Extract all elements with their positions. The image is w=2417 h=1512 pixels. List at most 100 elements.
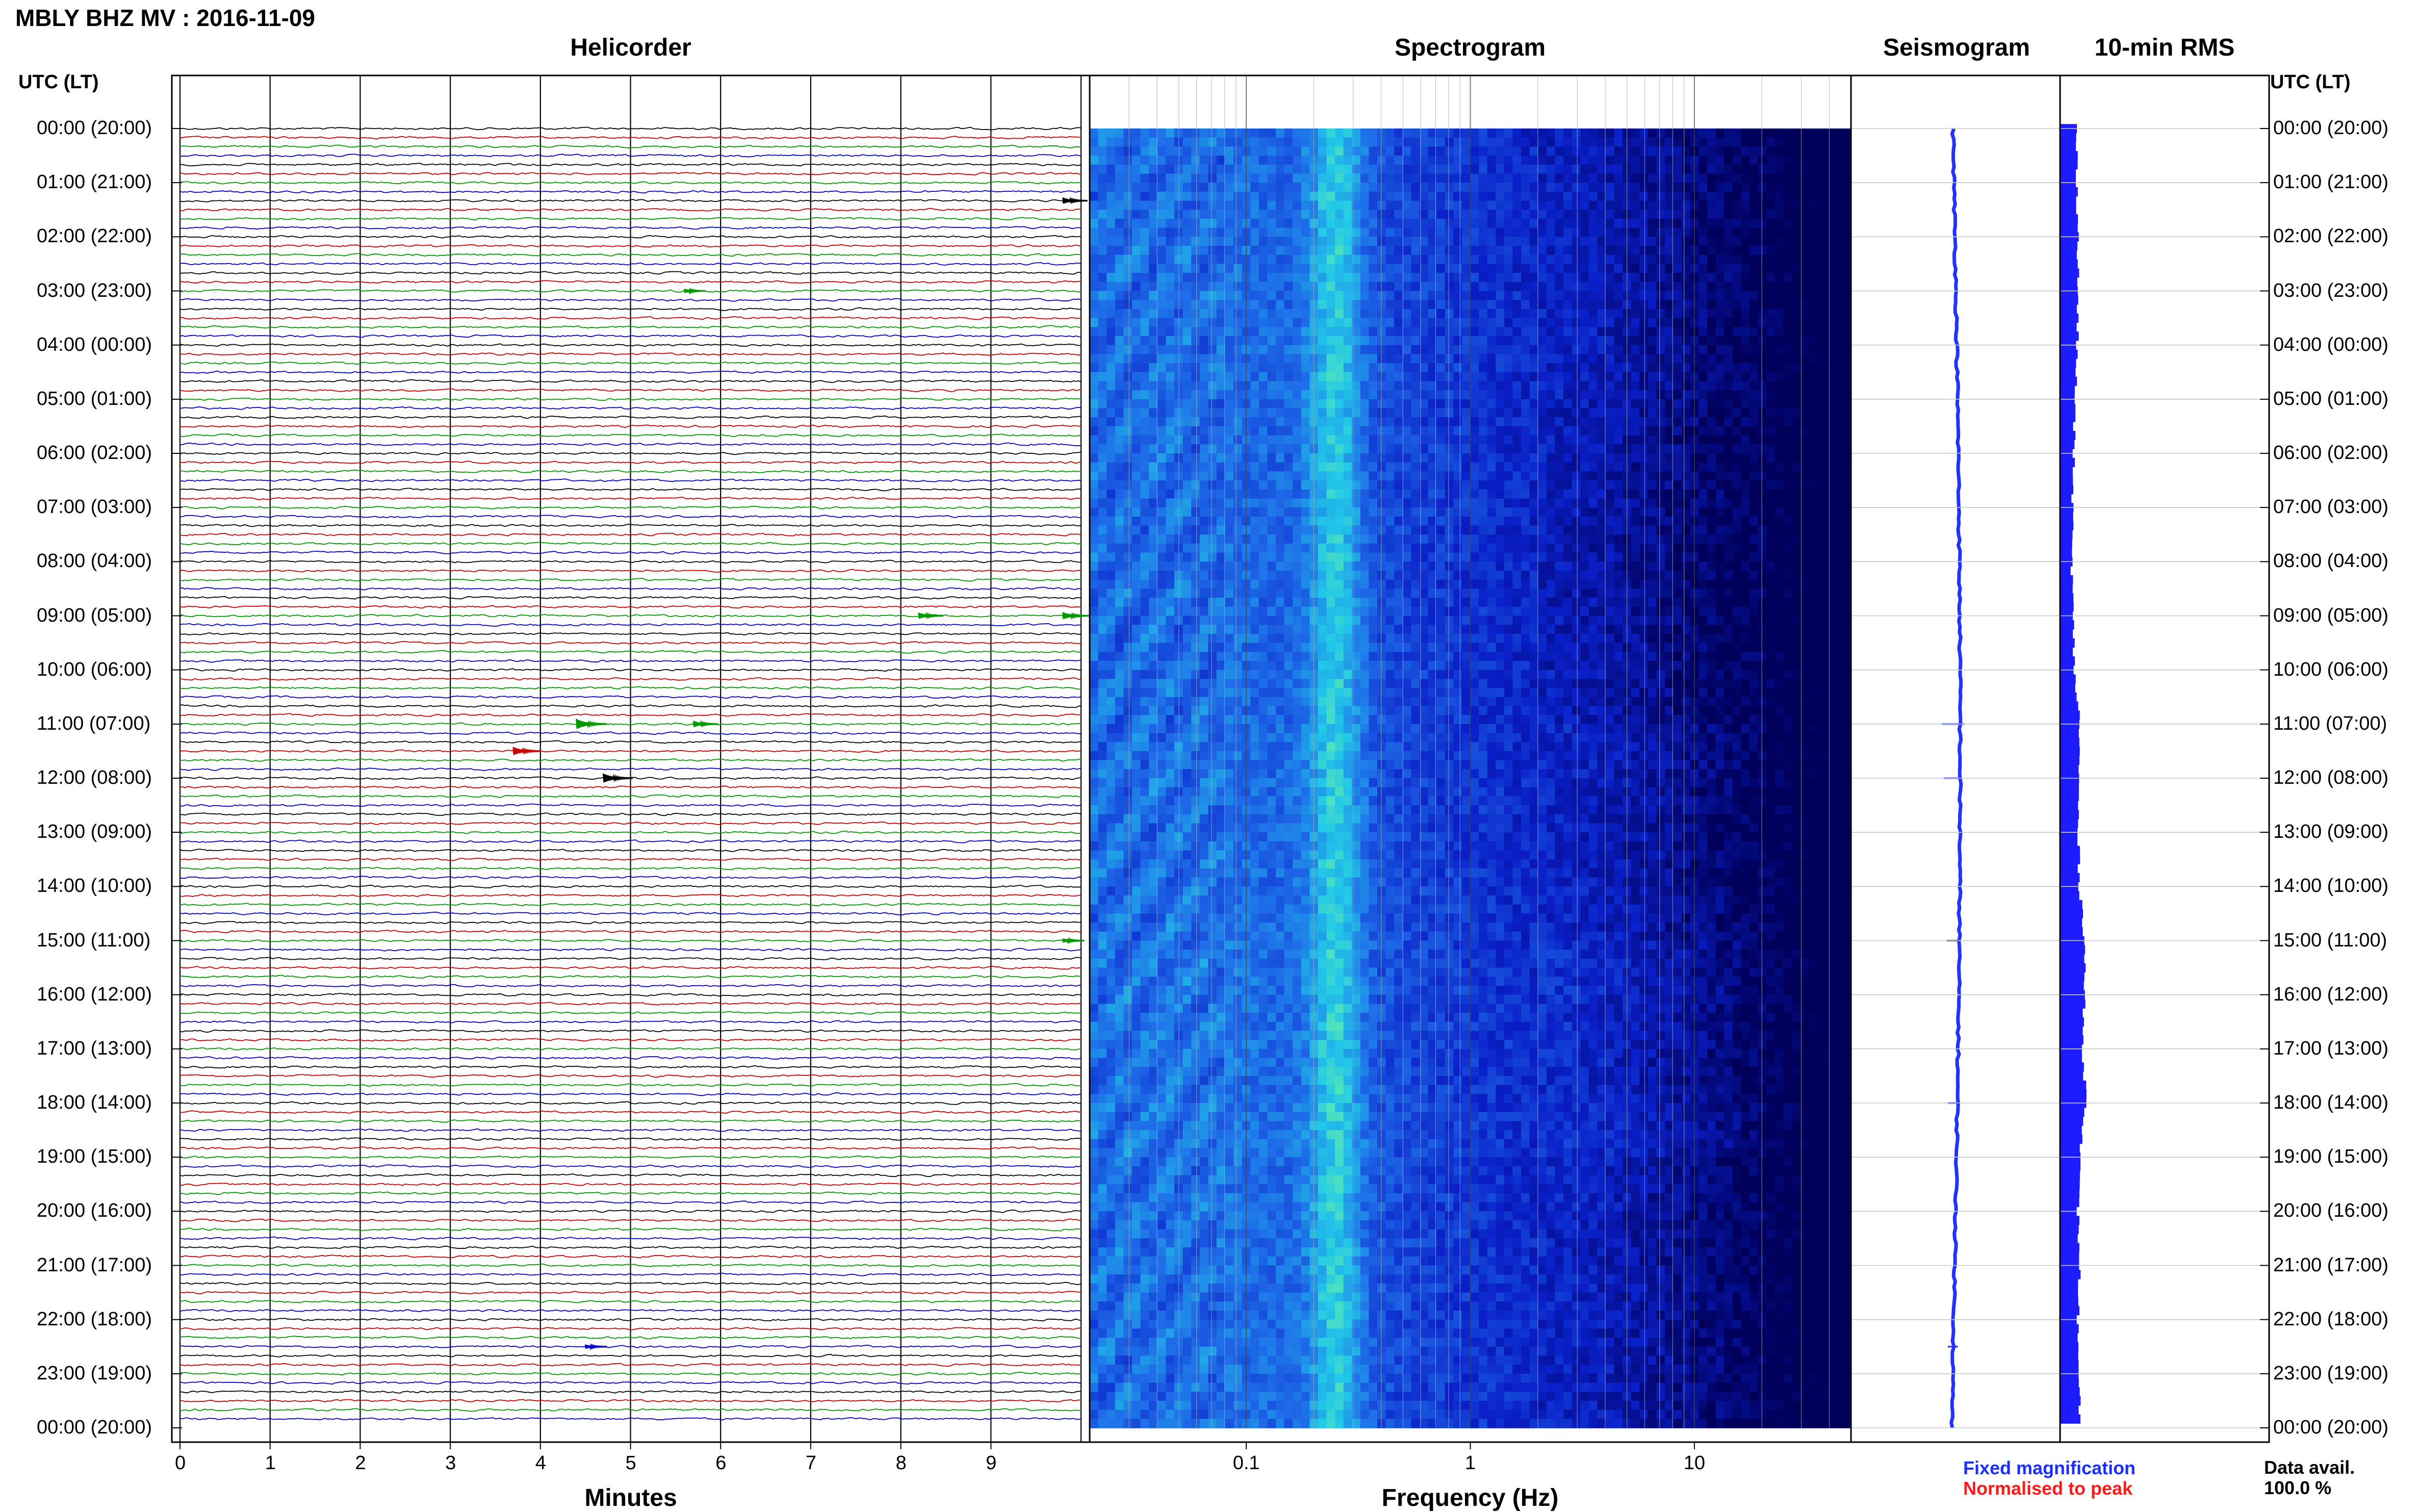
spectrogram-cell: [1318, 300, 1327, 310]
spectrogram-cell: [1842, 237, 1851, 246]
spectrogram-cell: [1225, 246, 1233, 255]
spectrogram-cell: [1741, 201, 1750, 211]
spectrogram-cell: [1487, 291, 1496, 301]
spectrogram-cell: [1707, 201, 1716, 211]
spectrogram-cell: [1783, 309, 1792, 319]
spectrogram-cell: [1453, 165, 1462, 174]
spectrogram-cell: [1563, 138, 1572, 147]
spectrogram-cell: [1335, 426, 1344, 436]
spectrogram-cell: [1521, 246, 1530, 255]
spectrogram-cell: [1589, 480, 1598, 490]
spectrogram-cell: [1462, 237, 1471, 246]
spectrogram-cell: [1834, 598, 1843, 607]
spectrogram-cell: [1674, 381, 1682, 391]
spectrogram-cell: [1259, 291, 1268, 301]
spectrogram-cell: [1555, 408, 1563, 418]
spectrogram-cell: [1657, 553, 1665, 562]
spectrogram-cell: [1817, 544, 1826, 553]
spectrogram-cell: [1259, 282, 1268, 292]
spectrogram-cell: [1335, 354, 1344, 364]
spectrogram-cell: [1504, 517, 1513, 526]
spectrogram-cell: [1335, 580, 1344, 590]
spectrogram-cell: [1183, 534, 1192, 544]
spectrogram-cell: [1750, 354, 1758, 364]
spectrogram-cell: [1724, 228, 1733, 238]
spectrogram-cell: [1471, 192, 1479, 201]
spectrogram-cell: [1834, 426, 1843, 436]
spectrogram-cell: [1530, 282, 1538, 292]
spectrogram-cell: [1724, 255, 1733, 265]
spectrogram-cell: [1123, 165, 1132, 174]
spectrogram-cell: [1716, 183, 1725, 192]
spectrogram-cell: [1225, 381, 1233, 391]
spectrogram-cell: [1538, 246, 1547, 255]
spectrogram-cell: [1657, 490, 1665, 499]
spectrogram-cell: [1318, 219, 1327, 228]
spectrogram-cell: [1707, 255, 1716, 265]
spectrogram-cell: [1792, 264, 1801, 273]
spectrogram-cell: [1166, 453, 1174, 463]
spectrogram-cell: [1614, 228, 1623, 238]
spectrogram-cell: [1090, 201, 1098, 211]
spectrogram-cell: [1783, 571, 1792, 580]
spectrogram-cell: [1344, 219, 1352, 228]
spectrogram-cell: [1191, 318, 1200, 328]
spectrogram-cell: [1360, 138, 1369, 147]
spectrogram-cell: [1445, 607, 1454, 617]
spectrogram-cell: [1572, 526, 1581, 535]
spectrogram-cell: [1631, 363, 1640, 373]
spectrogram-cell: [1817, 345, 1826, 355]
spectrogram-cell: [1631, 264, 1640, 273]
spectrogram-cell: [1639, 237, 1648, 246]
spectrogram-cell: [1098, 408, 1107, 418]
spectrogram-cell: [1479, 372, 1487, 382]
spectrogram-cell: [1267, 480, 1276, 490]
spectrogram-cell: [1411, 201, 1420, 211]
spectrogram-cell: [1309, 210, 1318, 219]
spectrogram-cell: [1250, 544, 1259, 553]
spectrogram-cell: [1530, 156, 1538, 165]
spectrogram-cell: [1842, 246, 1851, 255]
spectrogram-cell: [1682, 381, 1690, 391]
spectrogram-cell: [1225, 192, 1233, 201]
spectrogram-cell: [1327, 408, 1335, 418]
spectrogram-cell: [1792, 183, 1801, 192]
spectrogram-cell: [1817, 399, 1826, 409]
spectrogram-cell: [1775, 426, 1784, 436]
spectrogram-cell: [1707, 571, 1716, 580]
spectrogram-cell: [1496, 381, 1504, 391]
spectrogram-cell: [1716, 372, 1725, 382]
spectrogram-cell: [1674, 210, 1682, 219]
spectrogram-cell: [1512, 210, 1521, 219]
spectrogram-cell: [1360, 534, 1369, 544]
spectrogram-cell: [1639, 183, 1648, 192]
spectrogram-cell: [1344, 327, 1352, 337]
spectrogram-cell: [1792, 363, 1801, 373]
spectrogram-cell: [1471, 336, 1479, 346]
spectrogram-cell: [1309, 534, 1318, 544]
spectrogram-cell: [1825, 517, 1834, 526]
spectrogram-cell: [1217, 561, 1225, 571]
spectrogram-cell: [1750, 444, 1758, 454]
spectrogram-cell: [1360, 499, 1369, 508]
spectrogram-cell: [1436, 490, 1445, 499]
spectrogram-cell: [1107, 399, 1115, 409]
spectrogram-cell: [1572, 300, 1581, 310]
spectrogram-cell: [1572, 372, 1581, 382]
spectrogram-cell: [1809, 309, 1817, 319]
spectrogram-cell: [1259, 426, 1268, 436]
spectrogram-cell: [1259, 580, 1268, 590]
spectrogram-cell: [1462, 517, 1471, 526]
spectrogram-cell: [1639, 499, 1648, 508]
spectrogram-cell: [1386, 210, 1395, 219]
spectrogram-cell: [1369, 426, 1377, 436]
spectrogram-cell: [1817, 534, 1826, 544]
spectrogram-cell: [1250, 607, 1259, 617]
spectrogram-cell: [1834, 237, 1843, 246]
spectrogram-cell: [1783, 381, 1792, 391]
spectrogram-cell: [1309, 517, 1318, 526]
spectrogram-cell: [1504, 192, 1513, 201]
spectrogram-cell: [1200, 381, 1208, 391]
spectrogram-cell: [1445, 156, 1454, 165]
spectrogram-cell: [1267, 345, 1276, 355]
